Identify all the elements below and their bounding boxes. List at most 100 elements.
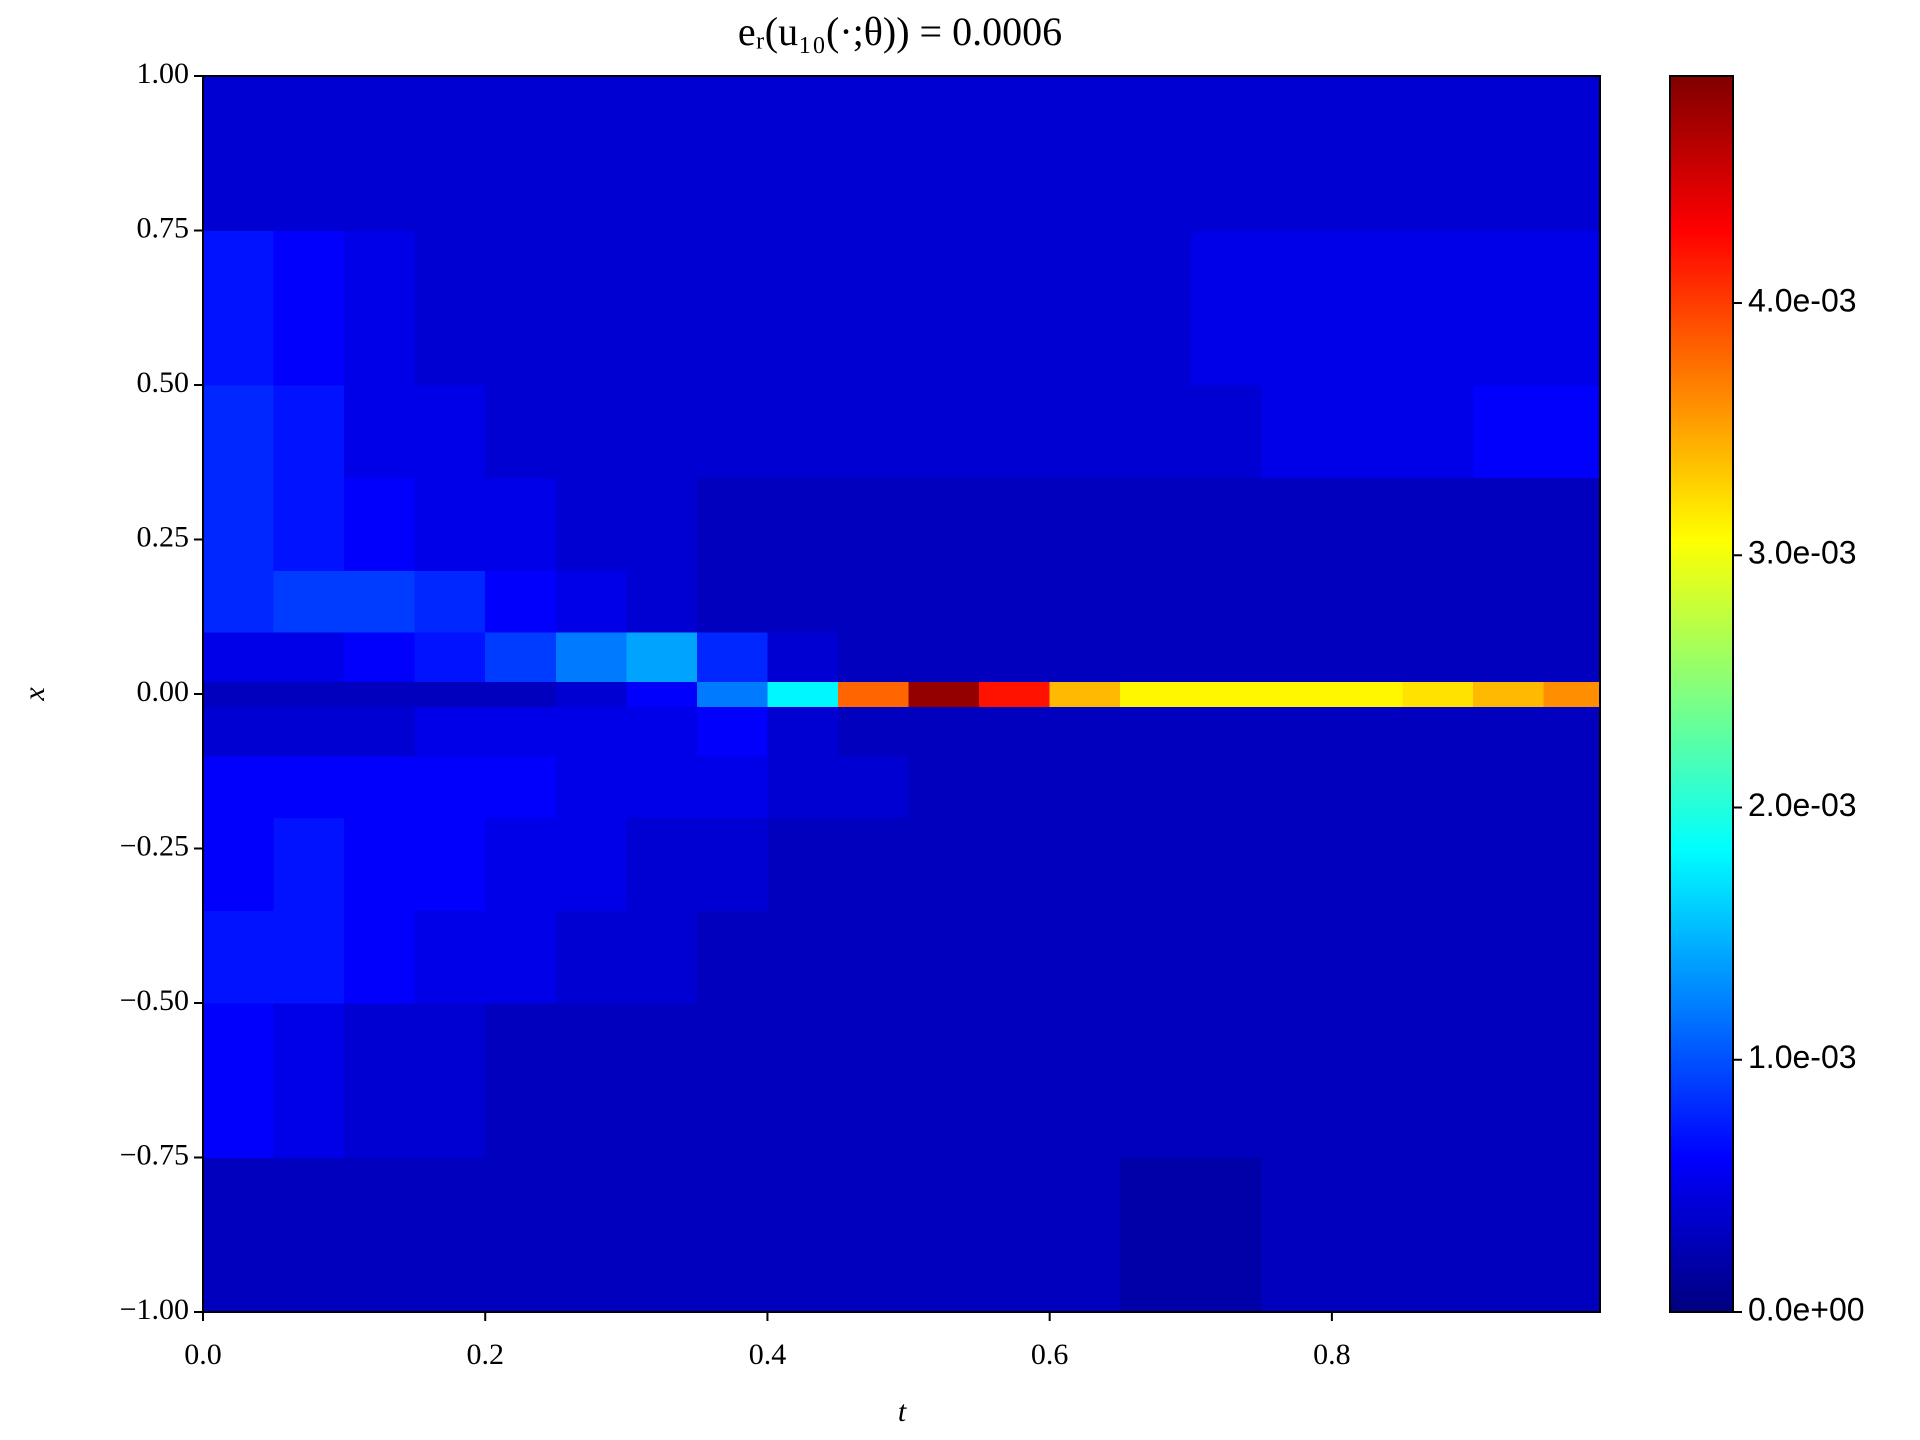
heatmap-cell xyxy=(838,1157,910,1313)
heatmap-cell xyxy=(1543,681,1601,707)
heatmap-cell xyxy=(696,76,768,231)
heatmap-cell xyxy=(1473,632,1545,683)
heatmap-cell xyxy=(1049,910,1121,1004)
heatmap-cell xyxy=(555,817,627,911)
heatmap-cell xyxy=(626,76,698,231)
x-tick-label: 0.4 xyxy=(749,1338,787,1371)
heatmap-cell xyxy=(838,755,910,819)
y-tick-label: 0.75 xyxy=(137,211,190,244)
heatmap-cell xyxy=(273,706,345,757)
heatmap-cell xyxy=(1331,385,1403,479)
heatmap-cell xyxy=(1049,706,1121,757)
x-tick-label: 0.6 xyxy=(1031,1338,1069,1371)
heatmap-cell xyxy=(696,1157,768,1313)
heatmap-cell xyxy=(1190,755,1262,819)
heatmap-cell xyxy=(203,230,275,386)
colorbar-tick-label: 0.0e+00 xyxy=(1748,1291,1865,1327)
heatmap-cell xyxy=(414,477,486,571)
heatmap-cell xyxy=(1543,755,1601,819)
heatmap-cell xyxy=(1120,385,1192,479)
heatmap-cell xyxy=(485,570,557,633)
heatmap-cell xyxy=(979,570,1051,633)
heatmap-cell xyxy=(1190,1003,1262,1158)
heatmap-cell xyxy=(908,385,980,479)
heatmap-cell xyxy=(203,755,275,819)
heatmap-cell xyxy=(767,76,839,231)
heatmap-cell xyxy=(203,706,275,757)
heatmap-cell xyxy=(414,632,486,683)
heatmap-cell xyxy=(273,910,345,1004)
heatmap-cell xyxy=(908,477,980,571)
heatmap-cell xyxy=(1402,570,1474,633)
heatmap-cell xyxy=(203,385,275,479)
heatmap-cell xyxy=(414,755,486,819)
heatmap-cell xyxy=(344,570,416,633)
heatmap-cell xyxy=(838,817,910,911)
heatmap-cells xyxy=(203,76,1601,1313)
heatmap-cell xyxy=(1049,1157,1121,1313)
heatmap-cell xyxy=(838,681,910,707)
heatmap-cell xyxy=(1120,632,1192,683)
heatmap-cell xyxy=(767,632,839,683)
heatmap-cell xyxy=(485,632,557,683)
heatmap-cell xyxy=(1261,681,1333,707)
heatmap-cell xyxy=(555,230,627,386)
heatmap-cell xyxy=(1543,706,1601,757)
heatmap-cell xyxy=(696,1003,768,1158)
heatmap-cell xyxy=(626,681,698,707)
heatmap-cell xyxy=(1543,385,1601,479)
heatmap-cell xyxy=(555,706,627,757)
heatmap-cell xyxy=(1190,230,1262,386)
heatmap-cell xyxy=(1190,570,1262,633)
heatmap-cell xyxy=(1473,1003,1545,1158)
heatmap-cell xyxy=(696,817,768,911)
heatmap-cell xyxy=(485,230,557,386)
y-axis-label: x xyxy=(18,687,51,702)
heatmap-cell xyxy=(979,817,1051,911)
heatmap-cell xyxy=(979,76,1051,231)
heatmap-cell xyxy=(1049,385,1121,479)
heatmap-cell xyxy=(1190,385,1262,479)
heatmap-cell xyxy=(555,681,627,707)
heatmap-cell xyxy=(555,755,627,819)
heatmap-cell xyxy=(1331,632,1403,683)
heatmap-cell xyxy=(838,385,910,479)
heatmap-cell xyxy=(344,817,416,911)
heatmap-cell xyxy=(1473,910,1545,1004)
heatmap-cell xyxy=(485,1157,557,1313)
heatmap-cell xyxy=(555,632,627,683)
heatmap-cell xyxy=(555,570,627,633)
heatmap-cell xyxy=(696,477,768,571)
y-tick-label: 1.00 xyxy=(137,57,190,90)
heatmap-cell xyxy=(273,477,345,571)
heatmap-cell xyxy=(1120,570,1192,633)
heatmap-cell xyxy=(1261,817,1333,911)
heatmap-cell xyxy=(1473,570,1545,633)
heatmap-cell xyxy=(838,706,910,757)
heatmap-cell xyxy=(626,570,698,633)
x-tick-label: 0.2 xyxy=(466,1338,504,1371)
heatmap-cell xyxy=(696,910,768,1004)
heatmap-cell xyxy=(767,681,839,707)
heatmap-cell xyxy=(979,230,1051,386)
heatmap-cell xyxy=(1402,706,1474,757)
heatmap-cell xyxy=(1049,817,1121,911)
heatmap-cell xyxy=(485,385,557,479)
heatmap-cell xyxy=(767,230,839,386)
heatmap-cell xyxy=(1402,1003,1474,1158)
heatmap-cell xyxy=(555,76,627,231)
heatmap-cell xyxy=(1331,706,1403,757)
heatmap-cell xyxy=(696,230,768,386)
heatmap-cell xyxy=(838,230,910,386)
heatmap-cell xyxy=(696,385,768,479)
heatmap-cell xyxy=(767,817,839,911)
colorbar xyxy=(1669,75,1734,1313)
heatmap-cell xyxy=(273,632,345,683)
heatmap-cell xyxy=(414,1157,486,1313)
heatmap-cell xyxy=(414,1003,486,1158)
heatmap-cell xyxy=(1402,632,1474,683)
y-tick-label: −0.25 xyxy=(120,829,189,862)
heatmap-cell xyxy=(626,755,698,819)
heatmap-cell xyxy=(908,570,980,633)
heatmap-cell xyxy=(696,632,768,683)
